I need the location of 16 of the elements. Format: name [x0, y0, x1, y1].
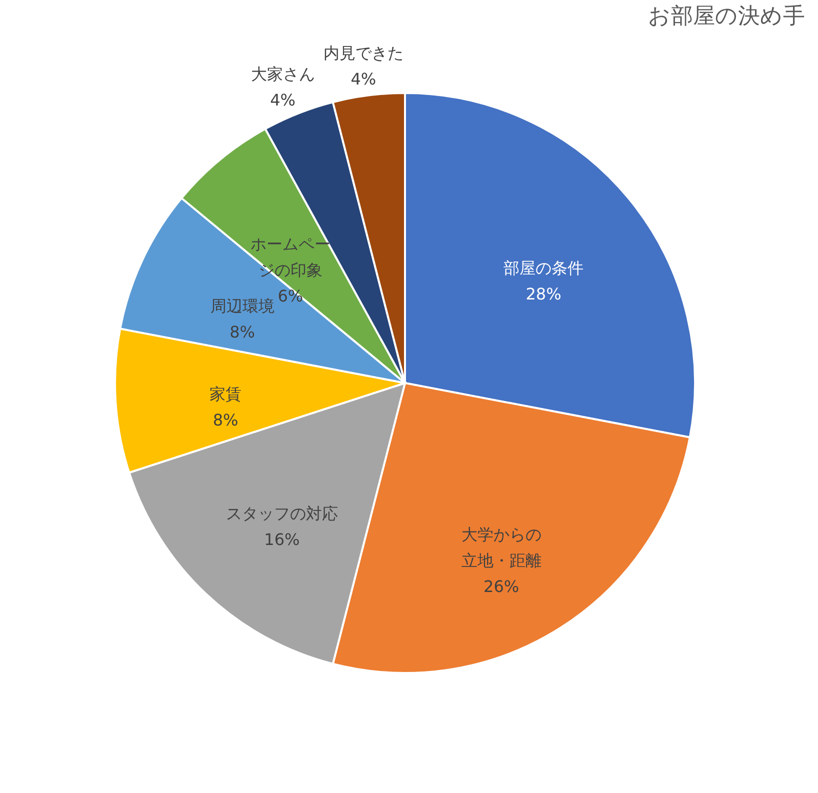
slice-label: 大学からの立地・距離 [461, 524, 542, 570]
slice-label: 家賃 [210, 384, 242, 404]
data-label: 6% [278, 286, 304, 306]
slice-label: 部屋の条件 [504, 258, 584, 278]
slice-label: 内見できた [323, 44, 404, 63]
data-label: 4% [350, 70, 376, 89]
chart-title: お部屋の決め手 [648, 4, 805, 29]
data-label: 8% [212, 410, 238, 430]
data-label: 26% [484, 576, 520, 596]
slice-label: 周辺環境 [210, 296, 274, 316]
data-label: 8% [230, 322, 256, 342]
slice-label: スタッフの対応 [226, 504, 338, 524]
data-label: 16% [264, 530, 300, 550]
data-label: 4% [270, 90, 296, 110]
slice-label: 大家さん [250, 64, 315, 84]
data-label: 28% [526, 284, 562, 304]
